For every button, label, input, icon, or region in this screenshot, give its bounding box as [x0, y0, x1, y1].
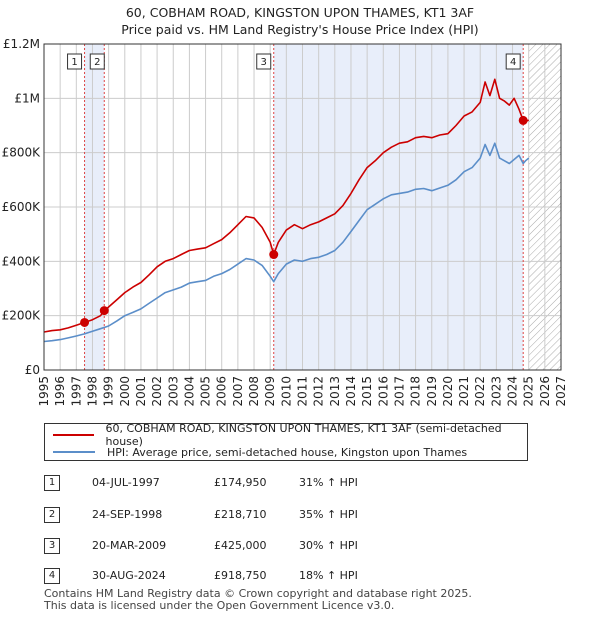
x-tick-label: 2026 [538, 376, 552, 407]
sale-marker-label: 1 [71, 57, 77, 68]
x-tick-label: 2025 [522, 376, 536, 407]
price-chart: £0£200K£400K£600K£800K£1M£1.2M 1995 1996 1… [2, 37, 568, 407]
transaction-price: £918,750 [214, 569, 267, 582]
sale-point [269, 250, 279, 260]
table-row: 4 30-AUG-2024 £918,750 18% ↑ HPI [44, 568, 444, 586]
y-tick-label: £600K [2, 200, 42, 214]
title-line-2: Price paid vs. HM Land Registry's House … [121, 22, 479, 37]
legend-label-hpi: HPI: Average price, semi-detached house,… [107, 445, 468, 459]
x-tick-label: 2003 [166, 376, 180, 407]
hpi-line [43, 142, 530, 343]
x-tick-label: 2009 [263, 376, 277, 407]
chart-title: 60, COBHAM ROAD, KINGSTON UPON THAMES, K… [0, 4, 600, 38]
x-tick-label: 2019 [425, 376, 439, 407]
table-row: 3 20-MAR-2009 £425,000 30% ↑ HPI [44, 538, 444, 556]
x-tick-label: 2004 [182, 376, 196, 407]
legend: 60, COBHAM ROAD, KINGSTON UPON THAMES, K… [44, 422, 528, 461]
x-tick-label: 2018 [409, 376, 423, 407]
x-tick-label: 2027 [554, 376, 568, 407]
x-tick-label: 2021 [457, 376, 471, 407]
transaction-date: 30-AUG-2024 [92, 569, 166, 582]
legend-item-hpi: HPI: Average price, semi-detached house,… [53, 444, 467, 460]
footer-licence: This data is licensed under the Open Gov… [44, 599, 395, 612]
x-tick-label: 1997 [69, 376, 83, 407]
sale-marker-label: 2 [94, 57, 100, 68]
x-tick-label: 2005 [199, 376, 213, 407]
x-tick-label: 2020 [441, 376, 455, 407]
x-tick-label: 2000 [118, 376, 132, 407]
x-tick-label: 1999 [102, 376, 116, 407]
transaction-hpi-delta: 35% ↑ HPI [299, 508, 358, 521]
title-line-1: 60, COBHAM ROAD, KINGSTON UPON THAMES, K… [125, 5, 475, 20]
x-tick-label: 2008 [247, 376, 261, 407]
transaction-price: £218,710 [214, 508, 267, 521]
sale-point [99, 306, 109, 316]
sale-marker-box [256, 53, 272, 70]
table-row: 1 04-JUL-1997 £174,950 31% ↑ HPI [44, 475, 444, 493]
x-tick-label: 2022 [473, 376, 487, 407]
x-tick-label: 2006 [215, 376, 229, 407]
transaction-hpi-delta: 30% ↑ HPI [299, 539, 358, 552]
transaction-hpi-delta: 31% ↑ HPI [299, 476, 358, 489]
x-tick-label: 2017 [392, 376, 406, 407]
sale-marker-box [89, 53, 105, 70]
x-tick-label: 2001 [134, 376, 148, 407]
x-tick-label: 2024 [506, 376, 520, 407]
x-tick-label: 2011 [296, 376, 310, 407]
y-tick-label: £1.2M [3, 37, 40, 51]
x-tick-label: 2014 [344, 376, 358, 407]
plot-frame [43, 43, 562, 371]
transaction-number: 2 [44, 507, 60, 523]
transaction-date: 04-JUL-1997 [92, 476, 160, 489]
transaction-date: 20-MAR-2009 [92, 539, 167, 552]
transaction-number: 4 [44, 568, 60, 584]
sale-marker-label: 3 [261, 57, 267, 68]
footer-copyright: Contains HM Land Registry data © Crown c… [44, 587, 472, 600]
transaction-number: 1 [44, 475, 60, 491]
sale-marker-box [67, 53, 83, 70]
y-tick-label: £1M [14, 91, 40, 105]
legend-item-property: 60, COBHAM ROAD, KINGSTON UPON THAMES, K… [53, 422, 527, 448]
sale-point [80, 317, 90, 327]
sale-marker-label: 4 [510, 57, 516, 68]
x-tick-label: 1995 [37, 376, 51, 407]
transaction-hpi-delta: 18% ↑ HPI [299, 569, 358, 582]
x-tick-label: 2015 [360, 376, 374, 407]
table-row: 2 24-SEP-1998 £218,710 35% ↑ HPI [44, 507, 444, 525]
x-tick-label: 1996 [53, 376, 67, 407]
sale-point [518, 115, 528, 125]
x-tick-label: 2012 [312, 376, 326, 407]
transaction-date: 24-SEP-1998 [92, 508, 163, 521]
y-tick-label: £0 [25, 363, 40, 377]
x-tick-label: 1998 [85, 376, 99, 407]
x-tick-label: 2002 [150, 376, 164, 407]
footer: Contains HM Land Registry data © Crown c… [44, 588, 472, 612]
legend-swatch-property [53, 434, 94, 436]
y-tick-label: £200K [2, 309, 42, 323]
property-price-line [43, 78, 530, 333]
transaction-number: 3 [44, 538, 60, 554]
legend-label-property: 60, COBHAM ROAD, KINGSTON UPON THAMES, K… [105, 422, 502, 448]
x-tick-label: 2010 [279, 376, 293, 407]
x-tick-label: 2023 [489, 376, 503, 407]
transaction-price: £425,000 [214, 539, 267, 552]
transaction-price: £174,950 [214, 476, 267, 489]
x-tick-label: 2016 [376, 376, 390, 407]
y-tick-label: £400K [2, 254, 42, 268]
y-tick-label: £800K [2, 146, 42, 160]
sale-marker-box [505, 53, 521, 70]
legend-swatch-hpi [53, 451, 95, 453]
x-tick-label: 2013 [328, 376, 342, 407]
x-tick-label: 2007 [231, 376, 245, 407]
